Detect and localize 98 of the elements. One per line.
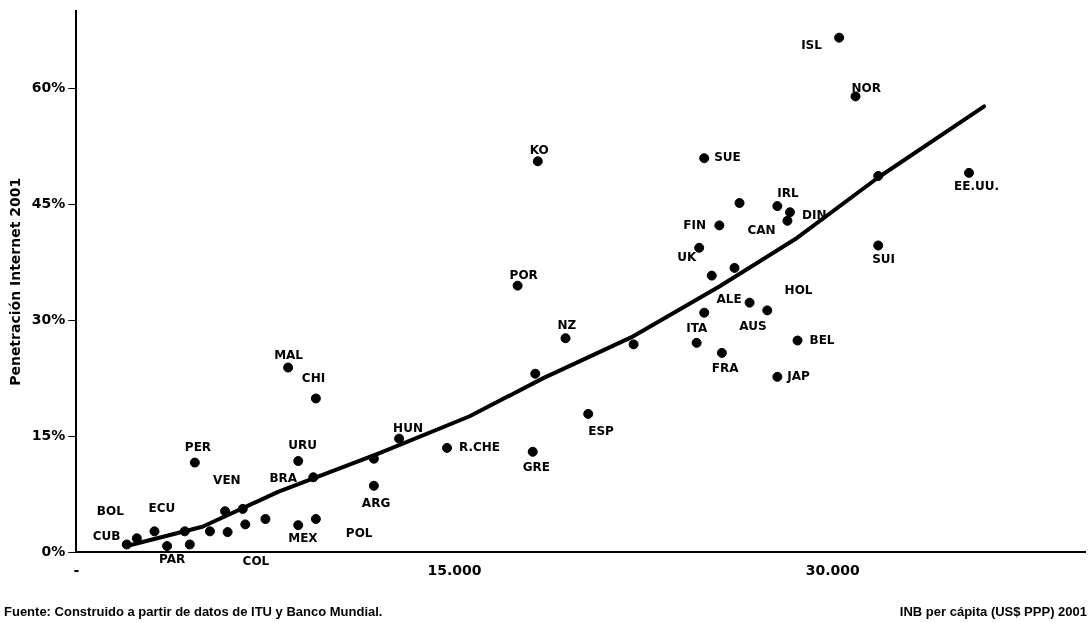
- point: [184, 539, 195, 550]
- point: [560, 333, 571, 344]
- point: [442, 442, 452, 453]
- annotation: MAL: [274, 347, 304, 362]
- annotation: R.CHE: [459, 440, 501, 455]
- annotation: KO: [529, 143, 549, 158]
- annotation: ALE: [716, 292, 742, 307]
- point: [310, 393, 321, 404]
- annotation: FIN: [683, 217, 707, 232]
- point: [260, 513, 271, 524]
- point: [532, 156, 543, 167]
- point: [694, 242, 705, 253]
- point: [782, 215, 793, 226]
- annotation: ISL: [801, 37, 823, 52]
- point: [628, 339, 639, 350]
- point: [834, 32, 845, 43]
- point: [706, 270, 717, 281]
- annotation: EE.UU.: [954, 178, 999, 193]
- annotation: NZ: [557, 318, 577, 333]
- point: [784, 207, 795, 218]
- annotation: VEN: [213, 473, 241, 488]
- annotation: BRA: [269, 471, 298, 486]
- point: [792, 335, 803, 346]
- point: [237, 503, 248, 514]
- point: [368, 453, 379, 464]
- point: [744, 297, 755, 308]
- point: [762, 305, 773, 316]
- annotation: MEX: [288, 531, 319, 546]
- point: [873, 170, 884, 181]
- annotation: CHI: [301, 370, 326, 385]
- point: [691, 337, 702, 348]
- annotation: BOL: [96, 504, 125, 519]
- point: [699, 153, 710, 164]
- x-tick-label: 15.000: [427, 562, 482, 579]
- point: [772, 201, 783, 212]
- point: [850, 91, 861, 102]
- point: [729, 262, 740, 273]
- annotation: NOR: [851, 80, 882, 95]
- annotation: UK: [677, 249, 697, 264]
- y-tick-label: 45%: [31, 195, 66, 212]
- y-axis-title: Penetración Internet 2001: [7, 177, 24, 386]
- annotation: ESP: [588, 424, 615, 439]
- point: [772, 371, 783, 382]
- y-tick-label: 30%: [31, 311, 66, 328]
- point: [179, 526, 190, 537]
- point: [714, 220, 725, 231]
- annotation: PAR: [159, 552, 186, 567]
- point: [121, 539, 132, 550]
- annotation: URU: [288, 438, 317, 453]
- annotation: CUB: [92, 528, 121, 543]
- annotation: COL: [242, 554, 270, 569]
- point: [310, 513, 321, 524]
- y-tick-label: 60%: [31, 79, 66, 96]
- point: [734, 198, 745, 208]
- point: [512, 280, 523, 291]
- annotation: JAP: [786, 368, 811, 383]
- annotation: POR: [509, 267, 538, 282]
- x-axis-title: INB per cápita (US$ PPP) 2001: [899, 604, 1087, 619]
- annotation: CAN: [747, 222, 776, 237]
- point: [964, 167, 974, 178]
- annotation: BEL: [809, 332, 835, 347]
- annotation: GRE: [522, 459, 551, 474]
- point: [530, 368, 541, 379]
- annotation: ARG: [361, 495, 391, 510]
- point: [149, 526, 160, 537]
- point: [162, 541, 173, 552]
- source-note: Fuente: Construido a partir de datos de ITU y Banco Mundial.: [4, 604, 383, 619]
- point: [873, 240, 884, 251]
- x-tick-label: -: [73, 562, 80, 579]
- point: [240, 519, 251, 530]
- y-tick-label: 15%: [31, 426, 66, 443]
- point: [583, 408, 594, 419]
- point: [699, 307, 710, 318]
- annotation: SUI: [872, 251, 896, 266]
- point: [308, 472, 319, 483]
- annotation: IRL: [777, 186, 800, 201]
- annotation: PER: [184, 439, 212, 454]
- point: [716, 347, 727, 358]
- annotation: FRA: [711, 361, 740, 375]
- annotation: AUS: [739, 318, 767, 333]
- point: [527, 446, 538, 457]
- annotation: ITA: [686, 320, 708, 335]
- point: [394, 433, 405, 444]
- point: [189, 457, 200, 468]
- y-tick-label: 0%: [41, 542, 66, 559]
- annotation: HUN: [393, 420, 423, 435]
- point: [293, 520, 304, 531]
- point: [220, 506, 231, 517]
- annotation: SUE: [714, 150, 741, 165]
- point: [368, 480, 379, 491]
- annotation: ECU: [148, 501, 176, 516]
- point: [283, 362, 294, 373]
- point: [293, 456, 304, 467]
- point: [222, 527, 233, 538]
- x-tick-label: 30.000: [805, 562, 861, 579]
- annotation: POL: [345, 526, 373, 541]
- annotation: HOL: [784, 282, 813, 297]
- point: [204, 526, 215, 537]
